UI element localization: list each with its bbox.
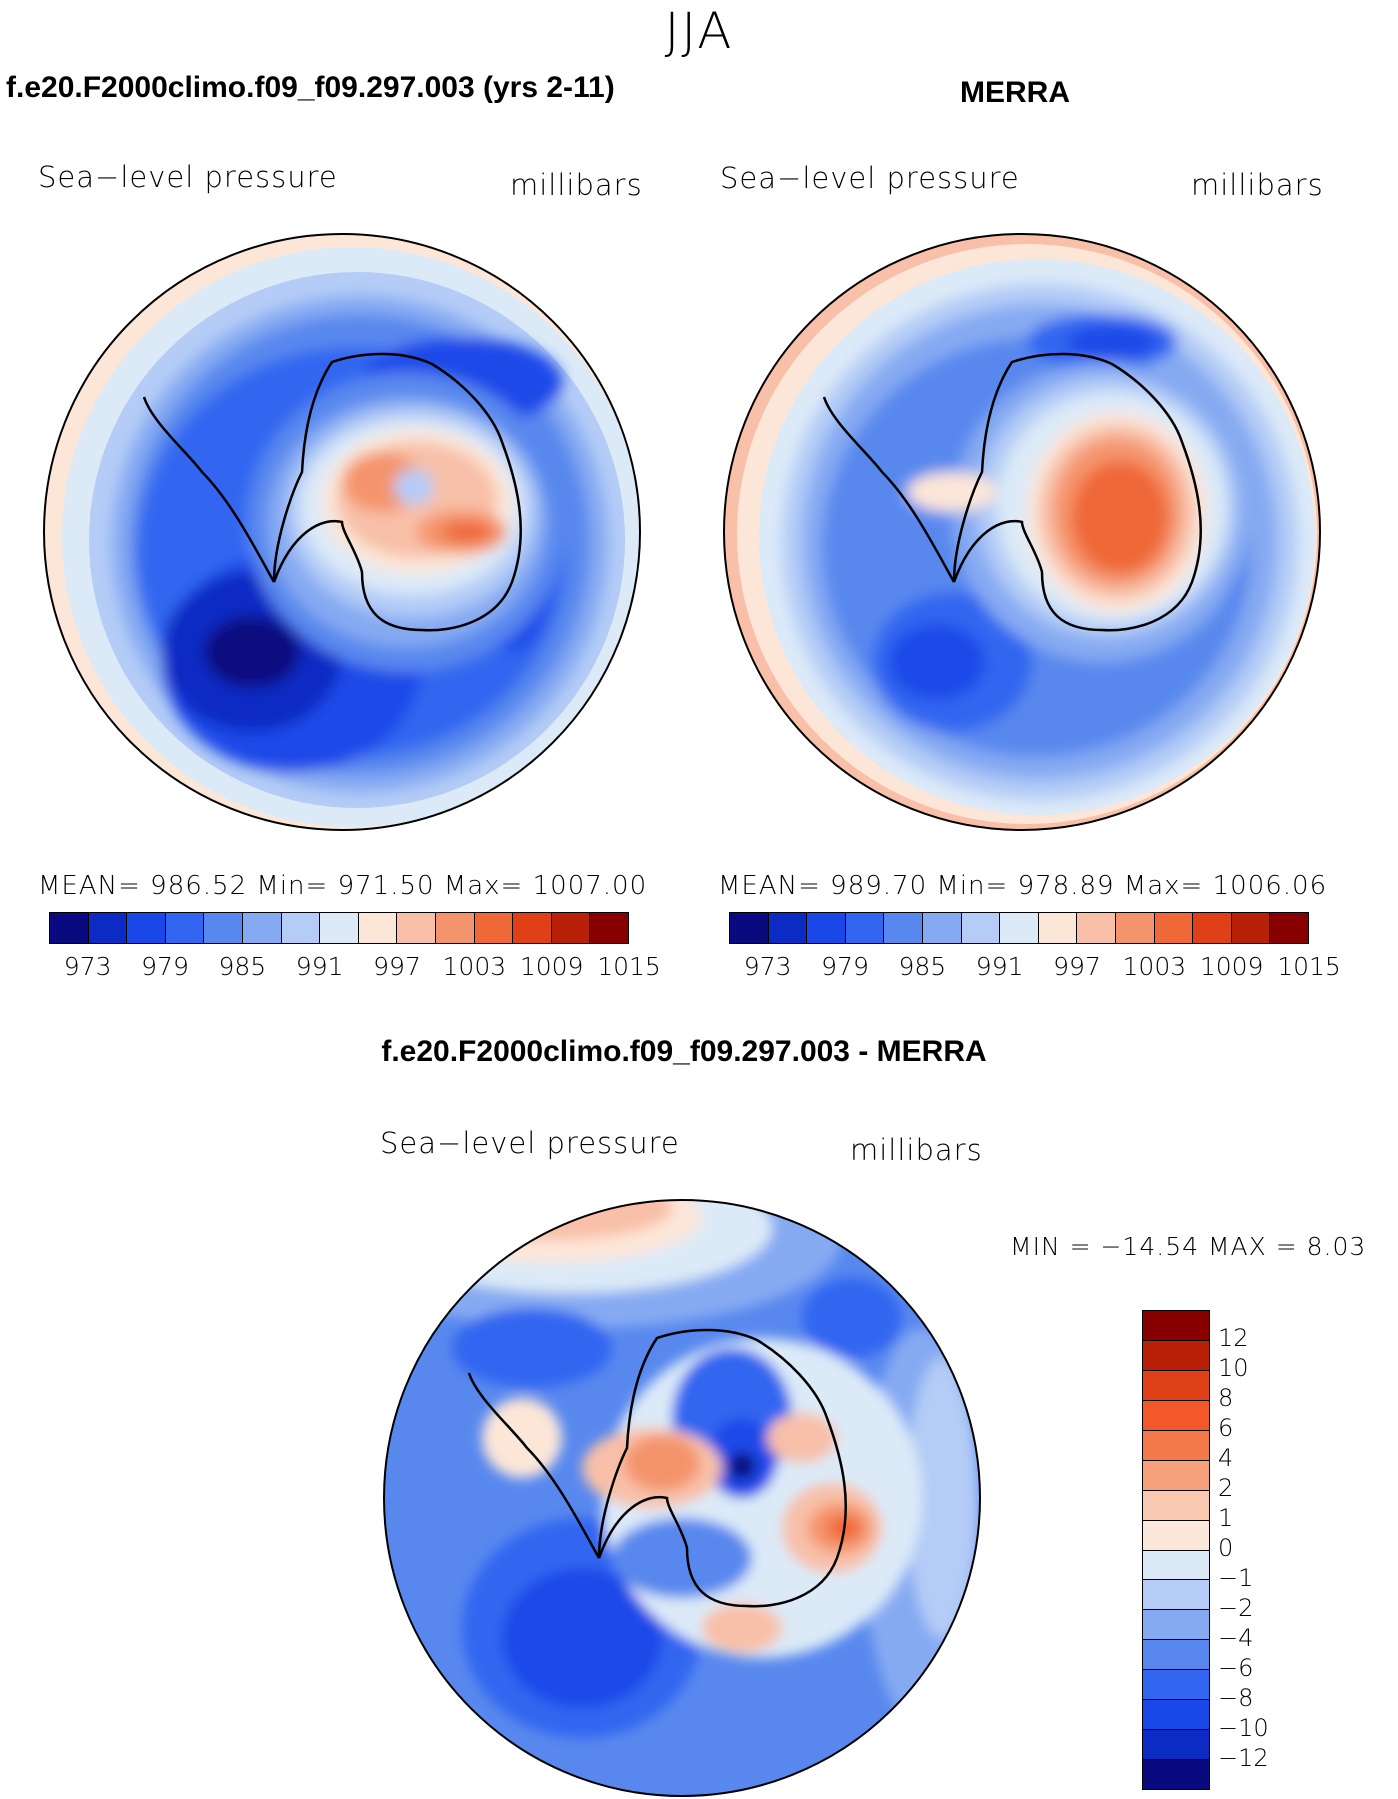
colorbar-swatch [281,913,321,943]
colorbar-swatch [1231,913,1271,943]
colorbar-swatch [1143,1550,1209,1581]
colorbar-tick-label: 991 [295,952,344,981]
colorbar-tick-label: 8 [1218,1384,1234,1412]
variable-label: Sea−level pressure [38,160,338,194]
colorbar-tick-label: 1009 [1199,952,1264,981]
colorbar-swatch [474,913,514,943]
colorbar-swatch [1115,913,1155,943]
colorbar-tick-label: 973 [743,952,792,981]
sea-level-pressure-difference-map [383,1199,981,1797]
colorbar-tick-label: −12 [1218,1744,1269,1772]
colorbar-tick-label: 985 [898,952,947,981]
colorbar-swatch [1143,1520,1209,1551]
colorbar-swatch [1270,913,1308,943]
colorbar-tick-label: 997 [373,952,421,981]
colorbar-swatch [884,913,923,943]
colorbar-swatch [1143,1340,1209,1371]
units-label: millibars [1191,168,1324,202]
sea-level-pressure-map-merra [723,233,1321,831]
colorbar-swatch [1038,913,1078,943]
difference-title: f.e20.F2000climo.f09_f09.297.003 - MERRA [381,1035,987,1068]
colorbar-swatch [1077,913,1116,943]
colorbar-swatch [165,913,205,943]
colorbar-merra [729,912,1309,944]
colorbar-tick-label: 997 [1053,952,1101,981]
colorbar-swatch [435,913,475,943]
season-title: JJA [664,2,734,60]
colorbar-swatch [242,913,282,943]
colorbar-swatch [204,913,243,943]
colorbar-swatch [807,913,846,943]
stats-line: MEAN= 986.52 Min= 971.50 Max= 1007.00 [38,871,648,901]
colorbar-swatch [1143,1490,1209,1521]
colorbar-swatch [590,913,628,943]
colorbar-tick-label: 985 [218,952,267,981]
colorbar-tick-label: −8 [1218,1684,1254,1712]
colorbar-tick-label: −2 [1218,1594,1254,1622]
colorbar-swatch [50,913,89,943]
colorbar-tick-label: 0 [1218,1534,1234,1562]
sea-level-pressure-map-model [43,233,641,831]
colorbar-swatch [1143,1430,1209,1461]
colorbar-swatch [961,913,1001,943]
colorbar-tick-label: 1015 [597,952,661,981]
colorbar-swatch [397,913,436,943]
colorbar-tick-label: 1 [1218,1504,1234,1532]
colorbar-swatch [1143,1670,1209,1701]
panel-title-model: f.e20.F2000climo.f09_f09.297.003 (yrs 2-… [6,71,615,104]
colorbar-swatch [1143,1610,1209,1641]
colorbar-tick-label: −6 [1218,1654,1254,1682]
colorbar-tick-label: 12 [1218,1324,1249,1352]
colorbar-swatch [551,913,591,943]
colorbar-model [49,912,629,944]
colorbar-tick-label: 10 [1218,1354,1249,1382]
variable-label: Sea−level pressure [380,1126,680,1160]
colorbar-swatch [127,913,166,943]
colorbar-swatch [730,913,769,943]
colorbar-tick-label: 1003 [442,952,507,981]
colorbar-tick-label: 1015 [1277,952,1341,981]
colorbar-swatch [1143,1730,1209,1761]
colorbar-swatch [1143,1640,1209,1671]
colorbar-swatch [320,913,359,943]
colorbar-tick-label: −1 [1218,1564,1254,1592]
colorbar-tick-label: 973 [63,952,112,981]
colorbar-swatch [1193,913,1232,943]
stats-line: MEAN= 989.70 Min= 978.89 Max= 1006.06 [718,871,1328,901]
colorbar-tick-label: 1003 [1122,952,1187,981]
colorbar-swatch [1143,1311,1209,1341]
colorbar-swatch [1143,1700,1209,1731]
colorbar-swatch [358,913,398,943]
colorbar-swatch [768,913,808,943]
colorbar-tick-label: −10 [1218,1714,1269,1742]
min-max-label: MIN = −14.54 MAX = 8.03 [1010,1232,1367,1261]
colorbar-tick-label: 979 [141,952,189,981]
colorbar-swatch [1000,913,1039,943]
colorbar-swatch [1143,1760,1209,1789]
colorbar-tick-label: 6 [1218,1414,1234,1442]
colorbar-swatch [1154,913,1194,943]
colorbar-tick-label: 4 [1218,1444,1234,1472]
colorbar-tick-label: −4 [1218,1624,1254,1652]
colorbar-swatch [1143,1580,1209,1611]
colorbar-swatch [922,913,962,943]
colorbar-swatch [1143,1370,1209,1401]
units-label: millibars [510,168,643,202]
colorbar-swatch [88,913,128,943]
colorbar-difference [1142,1310,1210,1790]
colorbar-tick-label: 2 [1218,1474,1234,1502]
colorbar-swatch [845,913,885,943]
colorbar-swatch [1143,1400,1209,1431]
colorbar-tick-label: 979 [821,952,869,981]
units-label: millibars [850,1133,983,1167]
variable-label: Sea−level pressure [720,161,1020,195]
colorbar-swatch [513,913,552,943]
colorbar-swatch [1143,1460,1209,1491]
panel-title-merra: MERRA [960,76,1070,109]
colorbar-tick-label: 1009 [519,952,584,981]
colorbar-tick-label: 991 [975,952,1024,981]
